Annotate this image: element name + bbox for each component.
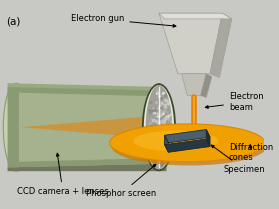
Ellipse shape <box>3 83 29 171</box>
Ellipse shape <box>142 83 176 171</box>
Polygon shape <box>165 130 210 143</box>
Polygon shape <box>165 139 210 152</box>
Text: Electron gun: Electron gun <box>71 14 176 27</box>
Polygon shape <box>159 13 232 19</box>
Polygon shape <box>210 13 232 78</box>
Ellipse shape <box>110 124 265 162</box>
Text: (a): (a) <box>6 17 20 27</box>
Text: CCD camera + lenses: CCD camera + lenses <box>17 153 109 196</box>
Text: Diffraction
cones: Diffraction cones <box>229 143 273 162</box>
Polygon shape <box>206 130 210 147</box>
Polygon shape <box>165 135 169 152</box>
Text: Electron
beam: Electron beam <box>205 92 264 112</box>
Ellipse shape <box>146 85 172 169</box>
Polygon shape <box>159 13 222 74</box>
Polygon shape <box>8 83 167 94</box>
Polygon shape <box>8 87 167 167</box>
Polygon shape <box>21 116 156 139</box>
Ellipse shape <box>133 130 219 151</box>
Ellipse shape <box>112 128 267 166</box>
Polygon shape <box>182 74 206 96</box>
Polygon shape <box>19 93 165 162</box>
Ellipse shape <box>144 85 174 169</box>
Text: Phosphor screen: Phosphor screen <box>86 164 156 198</box>
Text: Specimen: Specimen <box>211 145 265 173</box>
Polygon shape <box>8 164 167 171</box>
Polygon shape <box>201 74 212 97</box>
